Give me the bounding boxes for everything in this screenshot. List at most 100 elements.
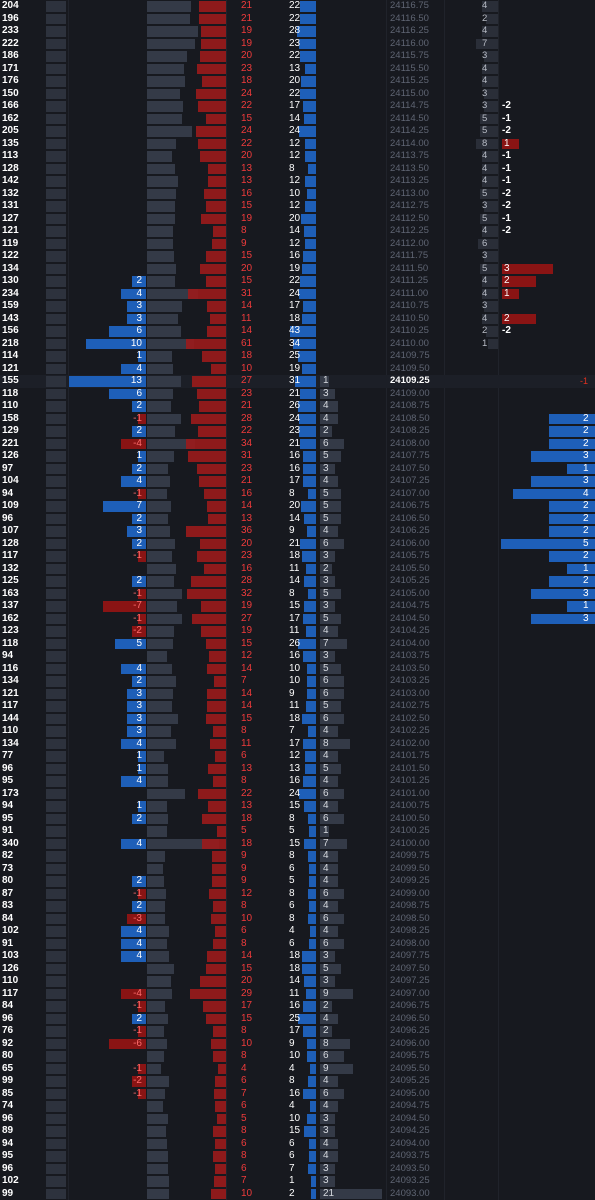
price-row[interactable]: 125 2 28 14 3 24105.25 2	[0, 575, 595, 588]
price-row[interactable]: 134 4 11 17 8 24102.00	[0, 738, 595, 751]
price-row[interactable]: 150 24 22 24115.00 3	[0, 88, 595, 101]
price-row[interactable]: 121 3 14 9 6 24103.00	[0, 688, 595, 701]
price-row[interactable]: 162 -1 27 17 5 24104.50 3	[0, 613, 595, 626]
current-price-row[interactable]: 155 13 27 31 1 24109.25 -1	[0, 375, 595, 388]
price-row[interactable]: 110 2 21 26 4 24108.75	[0, 400, 595, 413]
price-row[interactable]: 129 2 22 23 2 24108.25 2	[0, 425, 595, 438]
price-row[interactable]: 102 7 1 3 24093.25	[0, 1175, 595, 1188]
price-row[interactable]: 109 7 14 20 5 24106.75 2	[0, 500, 595, 513]
price-row[interactable]: 80 2 9 5 4 24099.25	[0, 875, 595, 888]
price-row[interactable]: 116 4 14 10 5 24103.50	[0, 663, 595, 676]
price-row[interactable]: 92 -6 10 9 8 24096.00	[0, 1038, 595, 1051]
price-row[interactable]: 127 19 20 24112.50 5 -1	[0, 213, 595, 226]
price-row[interactable]: 130 2 15 22 24111.25 4 2	[0, 275, 595, 288]
price-row[interactable]: 233 19 28 24116.25 4	[0, 25, 595, 38]
price-row[interactable]: 159 3 14 17 24110.75 3	[0, 300, 595, 313]
price-row[interactable]: 84 -3 10 8 6 24098.50	[0, 913, 595, 926]
price-row[interactable]: 103 4 14 18 3 24097.75	[0, 950, 595, 963]
price-row[interactable]: 110 3 8 7 4 24102.25	[0, 725, 595, 738]
price-row[interactable]: 176 18 20 24115.25 4	[0, 75, 595, 88]
price-row[interactable]: 144 3 15 18 6 24102.50	[0, 713, 595, 726]
price-row[interactable]: 137 -7 19 15 3 24104.75 1	[0, 600, 595, 613]
price-row[interactable]: 77 1 6 12 4 24101.75	[0, 750, 595, 763]
price-row[interactable]: 126 1 31 16 5 24107.75 3	[0, 450, 595, 463]
price-row[interactable]: 96 1 13 13 5 24101.50	[0, 763, 595, 776]
price-row[interactable]: 204 21 22 24116.75 4	[0, 0, 595, 13]
price-row[interactable]: 96 2 15 25 4 24096.50	[0, 1013, 595, 1026]
price-row[interactable]: 135 22 12 24114.00 8 1	[0, 138, 595, 151]
price-row[interactable]: 91 5 5 1 24100.25	[0, 825, 595, 838]
price-row[interactable]: 102 4 6 4 4 24098.25	[0, 925, 595, 938]
price-row[interactable]: 121 4 10 19 24109.50	[0, 363, 595, 376]
price-row[interactable]: 99 10 2 21 24093.00	[0, 1188, 595, 1200]
price-row[interactable]: 85 -1 7 16 6 24095.00	[0, 1088, 595, 1101]
price-row[interactable]: 89 8 15 3 24094.25	[0, 1125, 595, 1138]
price-row[interactable]: 163 -1 32 8 5 24105.00 3	[0, 588, 595, 601]
price-row[interactable]: 113 20 12 24113.75 4 -1	[0, 150, 595, 163]
delta-buy-bar	[132, 513, 146, 524]
delta-value: -4	[133, 987, 142, 999]
price-row[interactable]: 132 16 10 24113.00 5 -2	[0, 188, 595, 201]
price-row[interactable]: 73 9 6 4 24099.50	[0, 863, 595, 876]
price-row[interactable]: 123 -2 19 11 4 24104.25	[0, 625, 595, 638]
price-row[interactable]: 158 -1 28 24 4 24108.50 2	[0, 413, 595, 426]
price-row[interactable]: 122 15 16 24111.75 3	[0, 250, 595, 263]
price-row[interactable]: 222 19 23 24116.00 7	[0, 38, 595, 51]
price-row[interactable]: 110 20 14 3 24097.25	[0, 975, 595, 988]
price-row[interactable]: 131 15 12 24112.75 3 -2	[0, 200, 595, 213]
price-row[interactable]: 186 20 22 24115.75 3	[0, 50, 595, 63]
price-row[interactable]: 128 2 20 21 6 24106.00 5	[0, 538, 595, 551]
price-row[interactable]: 95 8 6 4 24093.75	[0, 1150, 595, 1163]
price-row[interactable]: 82 9 8 4 24099.75	[0, 850, 595, 863]
price-row[interactable]: 94 -1 16 8 5 24107.00 4	[0, 488, 595, 501]
price-row[interactable]: 171 23 13 24115.50 4	[0, 63, 595, 76]
price-row[interactable]: 166 22 17 24114.75 3 -2	[0, 100, 595, 113]
price-row[interactable]: 114 1 18 25 24109.75	[0, 350, 595, 363]
price-row[interactable]: 91 4 8 6 6 24098.00	[0, 938, 595, 951]
price-row[interactable]: 96 6 7 3 24093.50	[0, 1163, 595, 1176]
price-row[interactable]: 134 2 7 10 6 24103.25	[0, 675, 595, 688]
price-row[interactable]: 80 8 10 6 24095.75	[0, 1050, 595, 1063]
price-row[interactable]: 74 6 4 4 24094.75	[0, 1100, 595, 1113]
price-row[interactable]: 104 4 21 17 4 24107.25 3	[0, 475, 595, 488]
price-row[interactable]: 94 6 6 4 24094.00	[0, 1138, 595, 1151]
price-row[interactable]: 119 9 12 24112.00 6	[0, 238, 595, 251]
price-row[interactable]: 84 -1 17 16 2 24096.75	[0, 1000, 595, 1013]
price-row[interactable]: 156 6 14 43 24110.25 2 -2	[0, 325, 595, 338]
price-row[interactable]: 205 24 24 24114.25 5 -2	[0, 125, 595, 138]
price-row[interactable]: 107 3 36 9 4 24106.25 2	[0, 525, 595, 538]
price-row[interactable]: 96 2 13 14 5 24106.50 2	[0, 513, 595, 526]
price-row[interactable]: 173 22 24 6 24101.00	[0, 788, 595, 801]
price-row[interactable]: 96 5 10 3 24094.50	[0, 1113, 595, 1126]
price-row[interactable]: 143 3 11 18 24110.50 4 2	[0, 313, 595, 326]
price-row[interactable]: 95 2 18 8 6 24100.50	[0, 813, 595, 826]
price-row[interactable]: 121 8 14 24112.25 4 -2	[0, 225, 595, 238]
price-row[interactable]: 94 1 13 15 4 24100.75	[0, 800, 595, 813]
price-row[interactable]: 162 15 14 24114.50 5 -1	[0, 113, 595, 126]
price-row[interactable]: 117 3 14 11 5 24102.75	[0, 700, 595, 713]
ask-volume-value: 24	[241, 87, 253, 99]
price-row[interactable]: 65 -1 4 4 9 24095.50	[0, 1063, 595, 1076]
price-row[interactable]: 99 -2 6 8 4 24095.25	[0, 1075, 595, 1088]
price-row[interactable]: 117 -1 23 18 3 24105.75 2	[0, 550, 595, 563]
price-row[interactable]: 83 2 8 6 4 24098.75	[0, 900, 595, 913]
price-row[interactable]: 134 20 19 24111.50 5 3	[0, 263, 595, 276]
price-row[interactable]: 97 2 23 16 3 24107.50 1	[0, 463, 595, 476]
price-row[interactable]: 196 21 22 24116.50 2	[0, 13, 595, 26]
price-row[interactable]: 221 -4 34 21 6 24108.00 2	[0, 438, 595, 451]
price-row[interactable]: 117 -4 29 11 9 24097.00	[0, 988, 595, 1001]
price-row[interactable]: 87 -1 12 8 6 24099.00	[0, 888, 595, 901]
price-row[interactable]: 118 6 23 21 3 24109.00	[0, 388, 595, 401]
price-row[interactable]: 234 4 31 24 24111.00 4 1	[0, 288, 595, 301]
price-row[interactable]: 126 15 18 5 24097.50	[0, 963, 595, 976]
price-row[interactable]: 128 13 8 24113.50 4 -1	[0, 163, 595, 176]
price-row[interactable]: 218 10 61 34 24110.00 1	[0, 338, 595, 351]
price-row[interactable]: 142 13 12 24113.25 4 -1	[0, 175, 595, 188]
price-row[interactable]: 76 -1 8 17 2 24096.25	[0, 1025, 595, 1038]
price-row[interactable]: 95 4 8 16 4 24101.25	[0, 775, 595, 788]
price-row[interactable]: 132 16 11 2 24105.50 1	[0, 563, 595, 576]
bid-volume-value: 4	[289, 1062, 295, 1074]
price-row[interactable]: 94 12 16 3 24103.75	[0, 650, 595, 663]
price-row[interactable]: 118 5 15 26 7 24104.00	[0, 638, 595, 651]
price-row[interactable]: 340 4 18 15 7 24100.00	[0, 838, 595, 851]
